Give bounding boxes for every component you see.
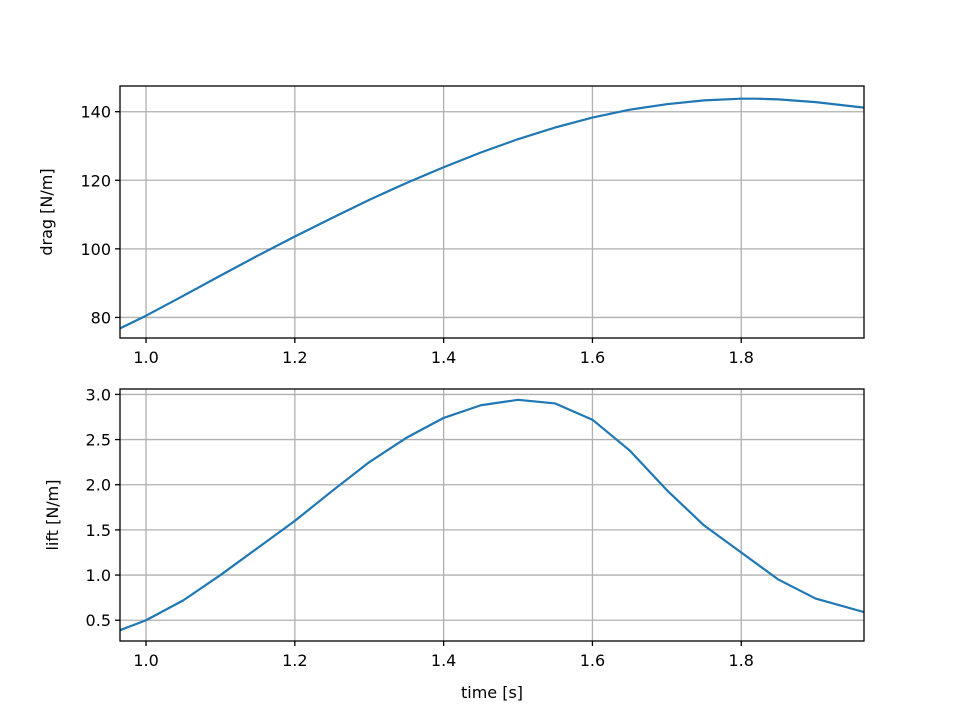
lift-axes-frame bbox=[119, 388, 865, 642]
drag-ylabel: drag [N/m] bbox=[37, 168, 56, 255]
drag-x-tick-label: 1.6 bbox=[580, 348, 605, 367]
lift-axes: lift [N/m] time [s] 1.0 1.2 1.4 1.6 1.8 0.5 1.… bbox=[43, 385, 865, 702]
lift-y-tick-label: 1.5 bbox=[86, 521, 111, 540]
drag-y-tick-label: 140 bbox=[80, 103, 111, 122]
lift-x-tick-label: 1.2 bbox=[282, 651, 307, 670]
drag-axes-frame bbox=[119, 85, 865, 339]
lift-x-tick-label: 1.0 bbox=[133, 651, 158, 670]
lift-x-tick-label: 1.4 bbox=[431, 651, 456, 670]
lift-x-tick-label: 1.6 bbox=[580, 651, 605, 670]
lift-xlabel: time [s] bbox=[461, 683, 523, 702]
lift-y-tick-label: 2.0 bbox=[86, 476, 111, 495]
drag-y-tick-label: 120 bbox=[80, 171, 111, 190]
lift-series-line-0 bbox=[120, 398, 864, 632]
drag-axes: drag [N/m] 1.0 1.2 1.4 1.6 1.8 80 100 120 140 bbox=[37, 85, 865, 367]
drag-x-tick-label: 1.0 bbox=[133, 348, 158, 367]
drag-y-tick-label: 100 bbox=[80, 240, 111, 259]
lift-y-tick-label: 3.0 bbox=[86, 385, 111, 404]
drag-x-tick-label: 1.8 bbox=[729, 348, 754, 367]
lift-y-tick-label: 0.5 bbox=[86, 611, 111, 630]
lift-ylabel: lift [N/m] bbox=[43, 479, 62, 550]
lift-x-tick-label: 1.8 bbox=[729, 651, 754, 670]
lift-grid bbox=[120, 389, 864, 641]
drag-series-line-0 bbox=[120, 97, 864, 330]
drag-grid bbox=[120, 86, 864, 338]
drag-y-tick-label: 80 bbox=[91, 308, 111, 327]
drag-x-tick-label: 1.4 bbox=[431, 348, 456, 367]
lift-y-tick-label: 1.0 bbox=[86, 566, 111, 585]
drag-x-tick-label: 1.2 bbox=[282, 348, 307, 367]
lift-y-tick-label: 2.5 bbox=[86, 431, 111, 450]
